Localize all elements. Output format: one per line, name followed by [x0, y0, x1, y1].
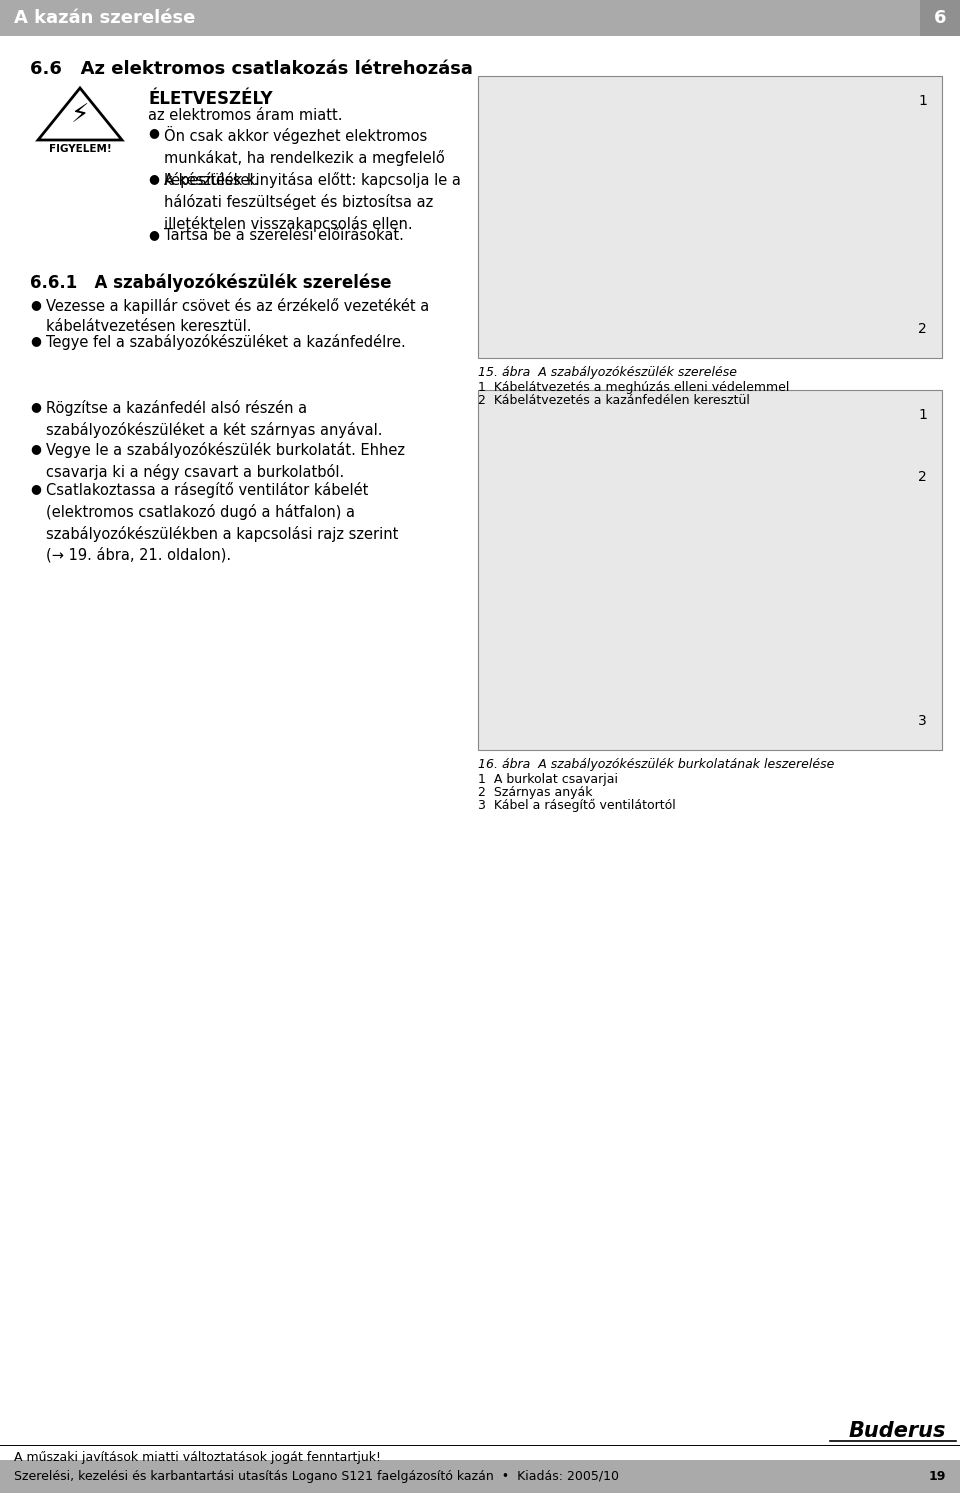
Text: ÉLETVESZÉLY: ÉLETVESZÉLY: [148, 90, 273, 107]
Text: ●: ●: [30, 400, 41, 414]
Text: A kazán szerelése: A kazán szerelése: [14, 9, 196, 27]
Text: az elektromos áram miatt.: az elektromos áram miatt.: [148, 107, 343, 122]
Text: Vegye le a szabályozókészülék burkolatát. Ehhez
csavarja ki a négy csavart a bur: Vegye le a szabályozókészülék burkolatát…: [46, 442, 405, 479]
Text: Rögzítse a kazánfedél alsó részén a
szabályozókészüléket a két szárnyas anyával.: Rögzítse a kazánfedél alsó részén a szab…: [46, 400, 382, 437]
Text: 3  Kábel a rásegítő ventilátortól: 3 Kábel a rásegítő ventilátortól: [478, 799, 676, 812]
Text: 2: 2: [919, 470, 927, 484]
Text: Szerelési, kezelési és karbantartási utasítás Logano S121 faelgázosító kazán  • : Szerelési, kezelési és karbantartási uta…: [14, 1471, 619, 1483]
Text: A műszaki javítások miatti változtatások jogát fenntartjuk!: A műszaki javítások miatti változtatások…: [14, 1451, 381, 1465]
Polygon shape: [38, 88, 122, 140]
Text: 15. ábra  A szabályozókészülék szerelése: 15. ábra A szabályozókészülék szerelése: [478, 366, 737, 379]
Text: Tegye fel a szabályozókészüléket a kazánfedélre.: Tegye fel a szabályozókészüléket a kazán…: [46, 334, 406, 349]
Text: Tartsa be a szerelési előírásokat.: Tartsa be a szerelési előírásokat.: [164, 228, 404, 243]
Bar: [920, 0, 960, 36]
Text: Ön csak akkor végezhet elektromos
munkákat, ha rendelkezik a megfelelő
képesítés: Ön csak akkor végezhet elektromos munkák…: [164, 125, 444, 188]
Text: ●: ●: [148, 228, 158, 240]
Text: 1: 1: [918, 94, 927, 107]
Text: ●: ●: [30, 299, 41, 311]
Text: ●: ●: [30, 482, 41, 496]
Text: 3: 3: [919, 714, 927, 729]
Text: 1  A burkolat csavarjai: 1 A burkolat csavarjai: [478, 773, 618, 785]
Text: ●: ●: [30, 442, 41, 455]
Text: 16. ábra  A szabályozókészülék burkolatának leszerelése: 16. ábra A szabályozókészülék burkolatán…: [478, 758, 834, 770]
Bar: [478, 390, 942, 749]
Text: Buderus: Buderus: [849, 1421, 946, 1441]
Text: Csatlakoztassa a rásegítő ventilátor kábelét
(elektromos csatlakozó dugó a hátfa: Csatlakoztassa a rásegítő ventilátor káb…: [46, 482, 398, 563]
Text: ●: ●: [148, 172, 158, 185]
Text: 6.6   Az elektromos csatlakozás létrehozása: 6.6 Az elektromos csatlakozás létrehozás…: [30, 60, 473, 78]
Bar: [0, 1460, 960, 1493]
Text: 19: 19: [928, 1471, 946, 1483]
Text: 2  Kábelátvezetés a kazánfedélen keresztül: 2 Kábelátvezetés a kazánfedélen keresztü…: [478, 394, 750, 408]
Text: A készülék kinyitása előtt: kapcsolja le a
hálózati feszültséget és biztosítsa a: A készülék kinyitása előtt: kapcsolja le…: [164, 172, 461, 231]
Bar: [0, 0, 960, 36]
Text: 1: 1: [918, 408, 927, 423]
Text: 2  Szárnyas anyák: 2 Szárnyas anyák: [478, 785, 592, 799]
Text: FIGYELEM!: FIGYELEM!: [49, 143, 111, 154]
Text: 6: 6: [934, 9, 947, 27]
Text: ⚡: ⚡: [71, 103, 89, 128]
Bar: [478, 76, 942, 358]
Text: 6.6.1   A szabályozókészülék szerelése: 6.6.1 A szabályozókészülék szerelése: [30, 273, 392, 291]
Text: 1  Kábelátvezetés a meghúzás elleni védelemmel: 1 Kábelátvezetés a meghúzás elleni védel…: [478, 381, 789, 394]
Text: ●: ●: [148, 125, 158, 139]
Text: ●: ●: [30, 334, 41, 346]
Text: 2: 2: [919, 322, 927, 336]
Text: Vezesse a kapillár csövet és az érzékelő vezetékét a
kábelátvezetésen keresztül.: Vezesse a kapillár csövet és az érzékelő…: [46, 299, 429, 334]
